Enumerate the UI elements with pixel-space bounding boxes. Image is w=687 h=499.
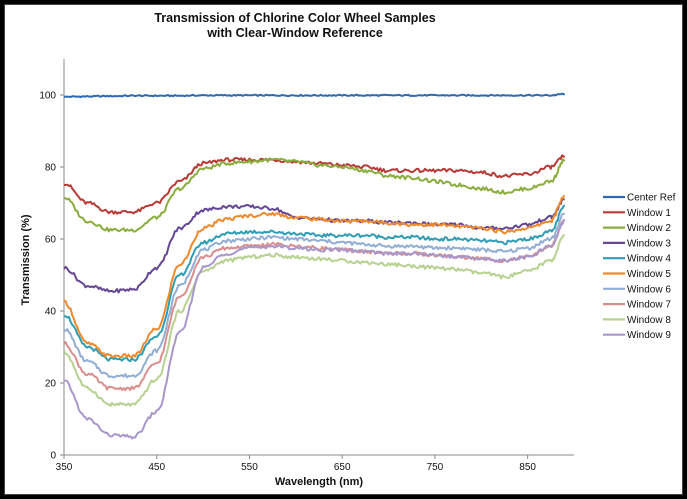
x-tick-label: 350	[56, 462, 73, 473]
series-line-window-9	[63, 219, 566, 440]
series-line-window-6	[63, 212, 565, 379]
x-tick-label: 850	[519, 462, 536, 473]
legend: Center Ref Window 1 Window 2 Window 3 Window…	[603, 193, 676, 341]
y-tick-label: 100	[39, 91, 56, 102]
legend-label-window-8: Window 8	[627, 315, 671, 326]
x-axis-title: Wavelength (nm)	[275, 476, 364, 488]
legend-label-window-1: Window 1	[627, 208, 671, 219]
legend-label-window-3: Window 3	[627, 238, 671, 249]
plot-area: 0 20 40 60 80 100 350 450 550 650 750 850	[39, 59, 574, 473]
x-tick-label: 750	[427, 462, 444, 473]
chart: Transmission of Chlorine Color Wheel Sam…	[20, 11, 676, 488]
series-line-window-8	[63, 234, 565, 407]
legend-label-window-2: Window 2	[627, 223, 671, 234]
series-line-window-1	[63, 154, 566, 215]
y-tick-label: 40	[45, 307, 57, 318]
legend-label-center-ref: Center Ref	[627, 193, 676, 204]
legend-label-window-7: Window 7	[627, 300, 671, 311]
y-tick-label: 60	[45, 235, 57, 246]
y-tick-label: 0	[50, 451, 56, 462]
y-axis-title: Transmission (%)	[20, 214, 32, 305]
y-tick-label: 80	[45, 163, 57, 174]
x-tick-label: 450	[148, 462, 165, 473]
legend-label-window-9: Window 9	[627, 330, 671, 341]
series-line-window-2	[63, 157, 566, 233]
series-line-window-3	[63, 198, 565, 294]
x-tick-label: 650	[334, 462, 351, 473]
legend-label-window-4: Window 4	[627, 254, 671, 265]
series-line-window-4	[64, 204, 566, 363]
legend-label-window-5: Window 5	[627, 269, 671, 280]
chart-subtitle: with Clear-Window Reference	[206, 26, 383, 40]
series-line-window-5	[63, 194, 565, 359]
chart-title: Transmission of Chlorine Color Wheel Sam…	[154, 11, 435, 25]
series-line-center-ref	[63, 92, 566, 99]
legend-label-window-6: Window 6	[627, 284, 671, 295]
y-tick-label: 20	[45, 379, 57, 390]
chart-frame: Transmission of Chlorine Color Wheel Sam…	[4, 4, 683, 495]
x-tick-label: 550	[241, 462, 258, 473]
series-line-window-7	[63, 219, 566, 392]
